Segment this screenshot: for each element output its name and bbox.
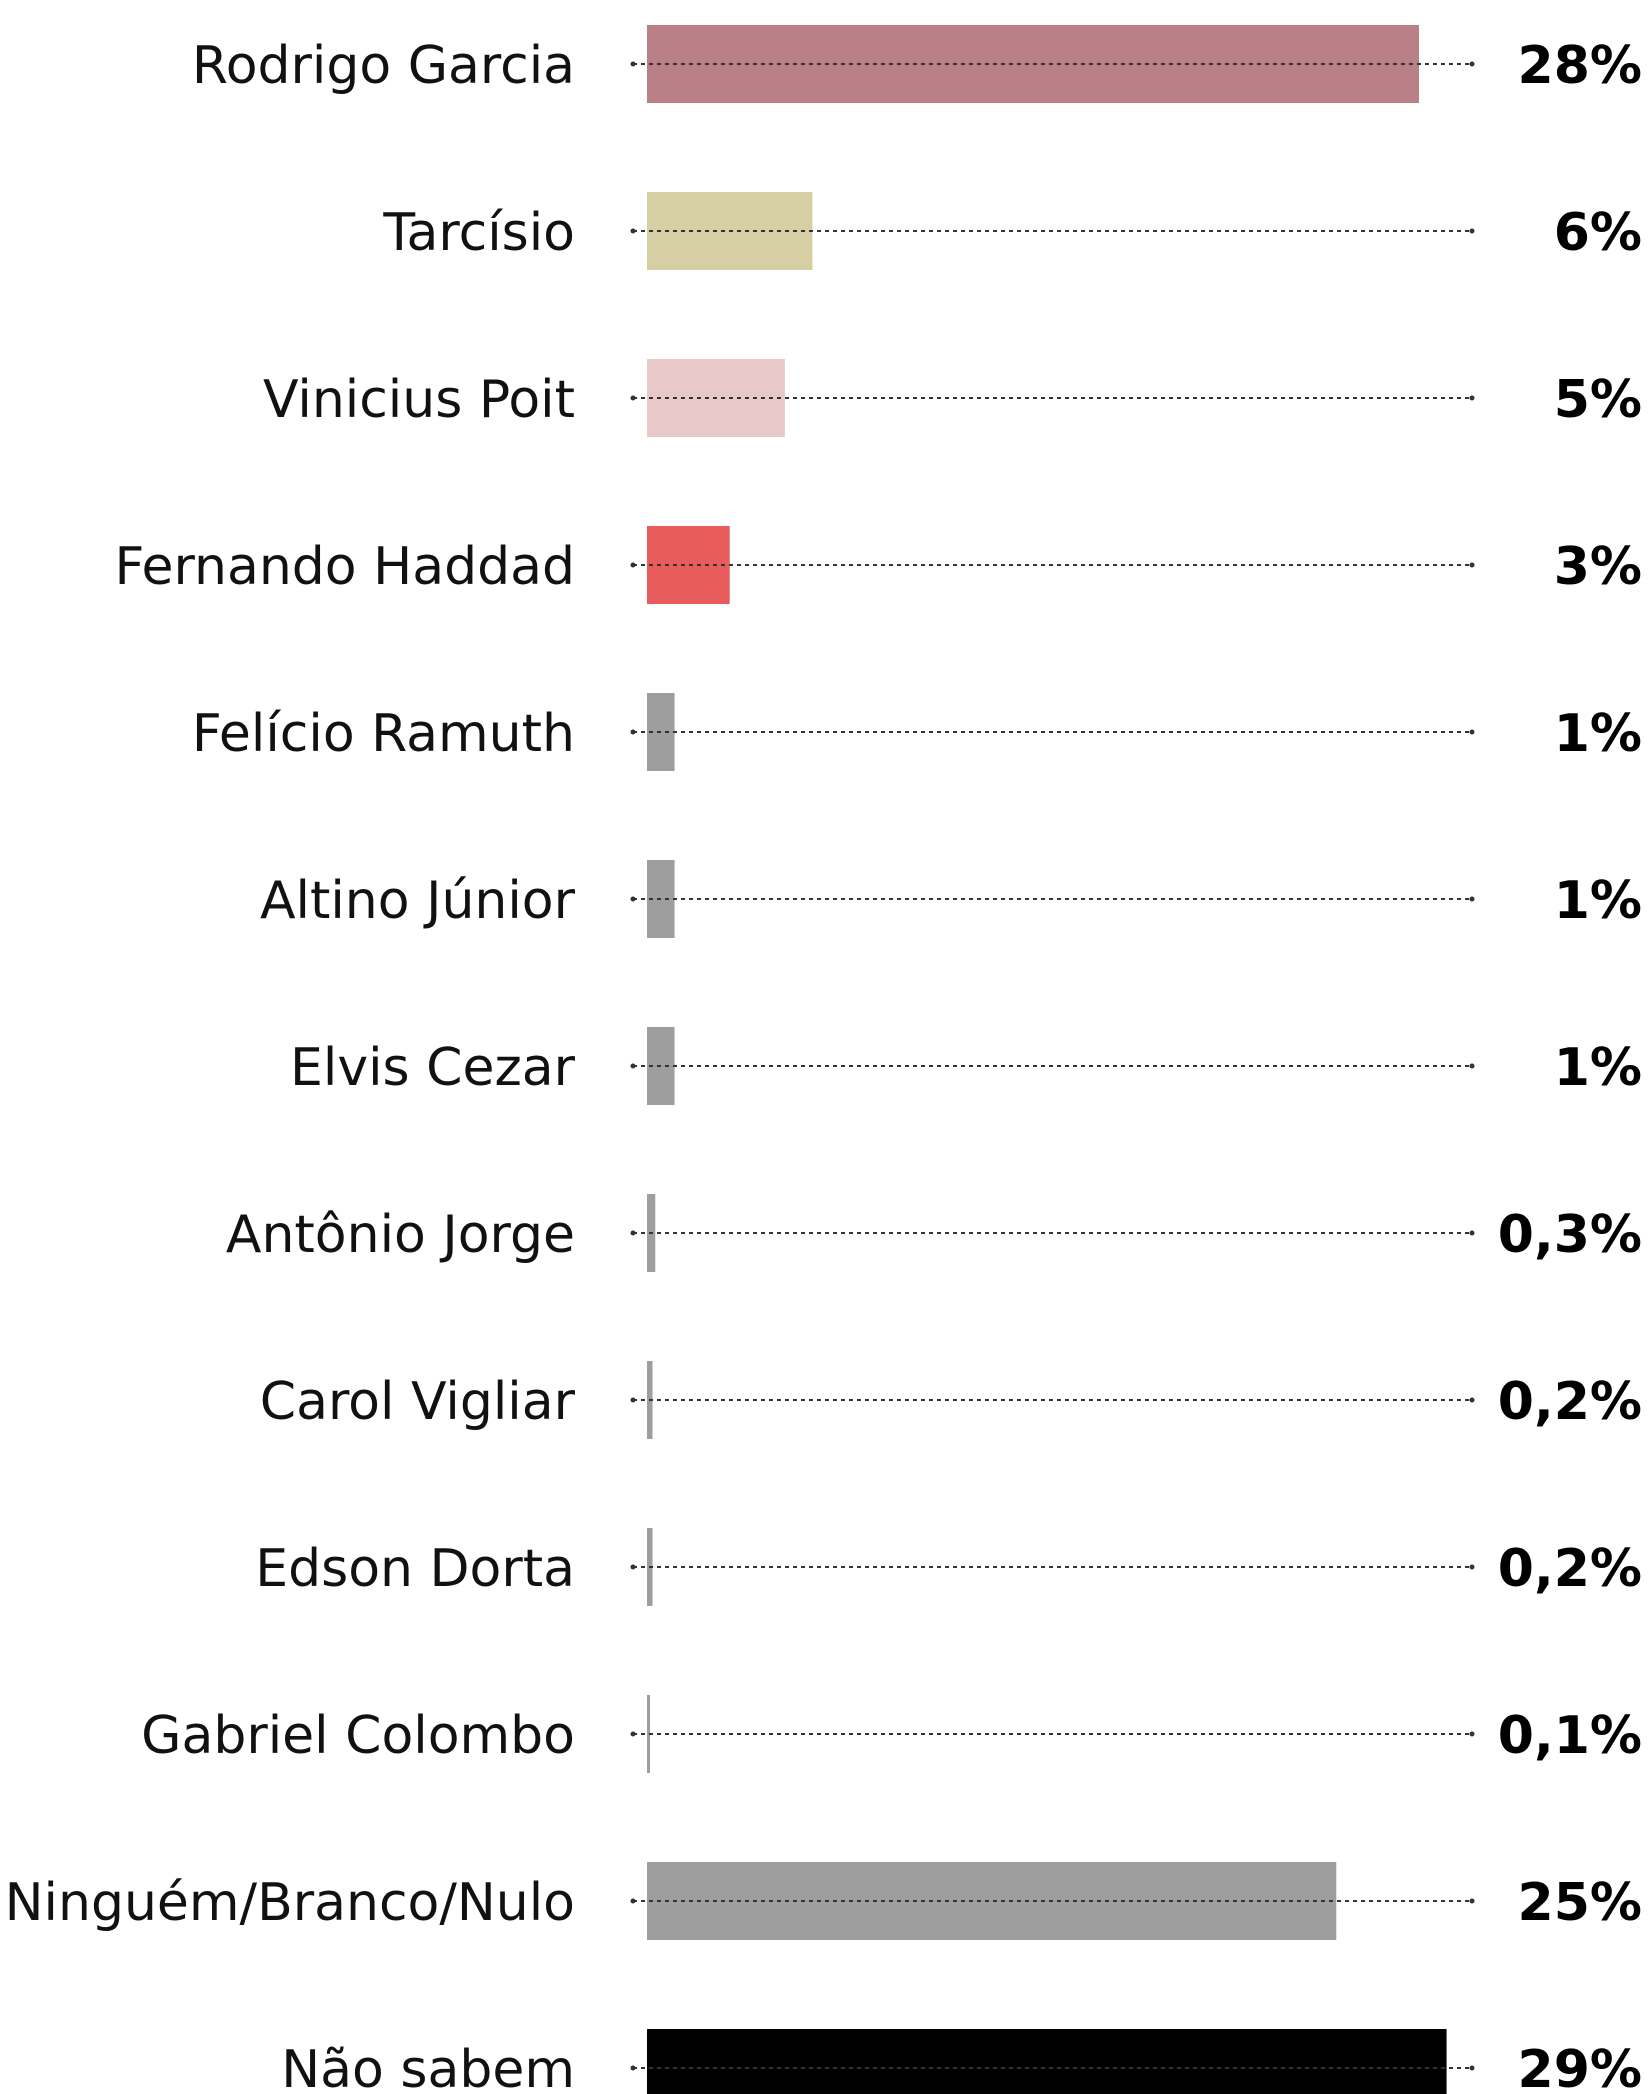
bar [647,1862,1337,1940]
guide-start-dot [630,1397,636,1403]
category-label: Antônio Jorge [226,1205,575,1265]
value-label: 1% [1554,871,1642,931]
guide-start-dot [630,1230,636,1236]
guide-start-dot [630,562,636,568]
value-label: 28% [1518,36,1642,96]
guide-start-dot [630,228,636,234]
value-label: 5% [1554,370,1642,430]
bar-row: Não sabem 29% [281,2029,1642,2094]
category-label: Rodrigo Garcia [192,36,575,96]
category-label: Elvis Cezar [290,1038,576,1098]
bar-row: Rodrigo Garcia 28% [192,25,1642,103]
guide-start-dot [630,1564,636,1570]
category-label: Vinicius Poit [263,370,575,430]
bar-row: Felício Ramuth 1% [192,693,1642,771]
bar-row: Elvis Cezar 1% [290,1027,1642,1105]
guide-end-dot [1469,2065,1475,2071]
value-label: 3% [1554,537,1642,597]
guide-end-dot [1469,61,1475,67]
value-label: 25% [1518,1873,1642,1933]
guide-start-dot [630,896,636,902]
guide-end-dot [1469,1898,1475,1904]
guide-start-dot [630,2065,636,2071]
guide-end-dot [1469,1564,1475,1570]
category-label: Tarcísio [382,203,575,263]
guide-end-dot [1469,1063,1475,1069]
value-label: 29% [1518,2040,1642,2094]
bar-row: Altino Júnior 1% [260,860,1642,938]
bar-row: Carol Vigliar 0,2% [260,1361,1642,1439]
category-label: Altino Júnior [260,871,576,931]
category-label: Carol Vigliar [260,1372,576,1432]
bar [647,1695,650,1773]
guide-end-dot [1469,1230,1475,1236]
value-label: 1% [1554,1038,1642,1098]
guide-start-dot [630,729,636,735]
value-label: 0,2% [1498,1372,1642,1432]
guide-end-dot [1469,896,1475,902]
guide-start-dot [630,61,636,67]
category-label: Gabriel Colombo [141,1706,575,1766]
category-label: Fernando Haddad [114,537,575,597]
category-label: Edson Dorta [255,1539,575,1599]
guide-end-dot [1469,395,1475,401]
guide-start-dot [630,1063,636,1069]
chart-rows: Rodrigo Garcia 28% Tarcísio 6% Vinicius Poit… [5,25,1642,2094]
guide-end-dot [1469,562,1475,568]
value-label: 0,2% [1498,1539,1642,1599]
guide-start-dot [630,1898,636,1904]
value-label: 0,3% [1498,1205,1642,1265]
category-label: Não sabem [281,2040,575,2094]
guide-end-dot [1469,729,1475,735]
bar-row: Tarcísio 6% [382,192,1642,270]
guide-start-dot [630,1731,636,1737]
value-label: 0,1% [1498,1706,1642,1766]
guide-end-dot [1469,228,1475,234]
guide-start-dot [630,395,636,401]
bar-row: Vinicius Poit 5% [263,359,1642,437]
bar-row: Fernando Haddad 3% [114,526,1642,604]
value-label: 6% [1554,203,1642,263]
category-label: Felício Ramuth [192,704,575,764]
bar-row: Ninguém/Branco/Nulo 25% [5,1862,1642,1940]
guide-end-dot [1469,1397,1475,1403]
bar-row: Antônio Jorge 0,3% [226,1194,1642,1272]
value-label: 1% [1554,704,1642,764]
guide-end-dot [1469,1731,1475,1737]
bar-row: Edson Dorta 0,2% [255,1528,1642,1606]
bar [647,2029,1447,2094]
category-label: Ninguém/Branco/Nulo [5,1873,575,1933]
bar-row: Gabriel Colombo 0,1% [141,1695,1642,1773]
